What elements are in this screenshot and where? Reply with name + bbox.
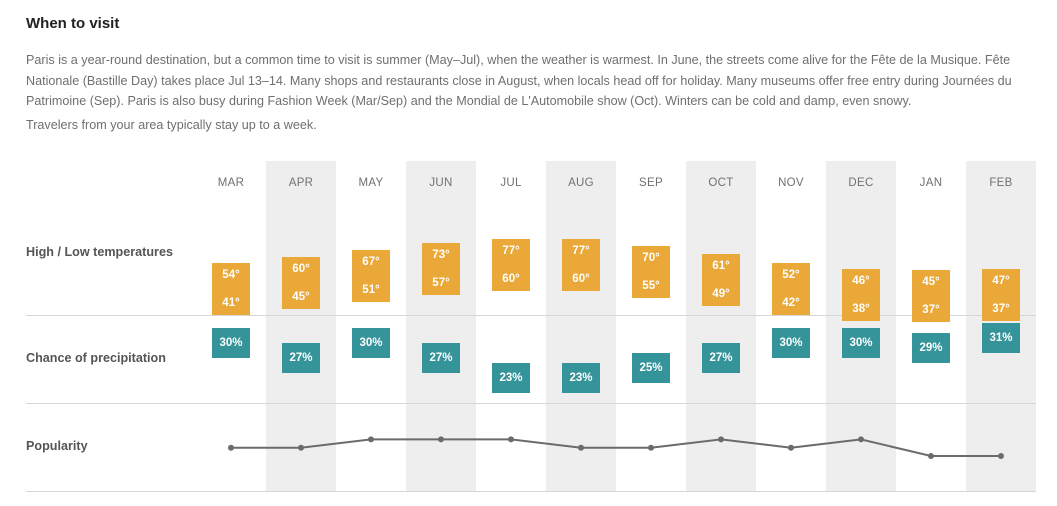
month-label: MAY: [358, 177, 384, 189]
low-temperature: 38°: [852, 303, 870, 315]
temperature-box: 61° 49°: [702, 254, 740, 306]
temperature-box: 77° 60°: [492, 239, 530, 291]
stay-note: Travelers from your area typically stay …: [26, 118, 317, 132]
shaded-column: [406, 161, 476, 491]
precipitation-box: 29%: [912, 333, 950, 363]
temperature-box: 70° 55°: [632, 246, 670, 298]
high-temperature: 61°: [712, 260, 730, 272]
high-temperature: 52°: [782, 269, 800, 281]
high-temperature: 47°: [992, 275, 1010, 287]
shaded-column: [826, 161, 896, 491]
low-temperature: 37°: [992, 303, 1010, 315]
month-label: DEC: [848, 177, 874, 189]
month-label: OCT: [708, 177, 734, 189]
precipitation-row-label: Chance of precipitation: [26, 351, 166, 365]
temperature-box: 46° 38°: [842, 269, 880, 321]
temperature-box: 67° 51°: [352, 250, 390, 302]
low-temperature: 49°: [712, 288, 730, 300]
month-label: APR: [288, 177, 314, 189]
section-description: Paris is a year-round destination, but a…: [26, 50, 1031, 112]
popularity-row-label: Popularity: [26, 439, 88, 453]
popularity-points: [228, 436, 1004, 459]
precipitation-box: 30%: [842, 328, 880, 358]
temperature-box: 77° 60°: [562, 239, 600, 291]
shaded-column: [546, 161, 616, 491]
high-temperature: 77°: [502, 245, 520, 257]
divider-popularity: [26, 491, 1036, 492]
shaded-column: [686, 161, 756, 491]
popularity-point: [858, 436, 864, 443]
high-temperature: 77°: [572, 245, 590, 257]
low-temperature: 60°: [572, 273, 590, 285]
low-temperature: 55°: [642, 280, 660, 292]
low-temperature: 41°: [222, 297, 240, 309]
high-temperature: 46°: [852, 275, 870, 287]
popularity-point: [438, 436, 444, 443]
low-temperature: 37°: [922, 304, 940, 316]
high-temperature: 67°: [362, 256, 380, 268]
low-temperature: 51°: [362, 284, 380, 296]
popularity-point: [228, 444, 234, 451]
precipitation-box: 25%: [632, 353, 670, 383]
popularity-point: [718, 436, 724, 443]
temperature-row-label: High / Low temperatures: [26, 245, 173, 259]
precipitation-box: 30%: [352, 328, 390, 358]
popularity-point: [298, 444, 304, 451]
popularity-point: [998, 453, 1004, 459]
temperature-box: 60° 45°: [282, 257, 320, 309]
precipitation-box: 27%: [282, 343, 320, 373]
low-temperature: 60°: [502, 273, 520, 285]
month-label: FEB: [989, 177, 1013, 189]
high-temperature: 60°: [292, 263, 310, 275]
popularity-point: [788, 444, 794, 451]
month-label: SEP: [639, 177, 663, 189]
month-label: JAN: [919, 177, 943, 189]
description-text: Paris is a year-round destination, but a…: [26, 53, 1012, 108]
high-temperature: 54°: [222, 269, 240, 281]
shaded-column: [266, 161, 336, 491]
month-label: AUG: [568, 177, 594, 189]
popularity-point: [368, 436, 374, 443]
popularity-line: [231, 438, 1001, 457]
high-temperature: 73°: [432, 249, 450, 261]
precipitation-box: 30%: [212, 328, 250, 358]
temperature-box: 73° 57°: [422, 243, 460, 295]
temperature-box: 54° 41°: [212, 263, 250, 315]
temperature-box: 52° 42°: [772, 263, 810, 315]
low-temperature: 45°: [292, 291, 310, 303]
month-label: JUL: [500, 177, 522, 189]
precipitation-box: 27%: [422, 343, 460, 373]
popularity-point: [508, 436, 514, 443]
precipitation-box: 30%: [772, 328, 810, 358]
temperature-box: 45° 37°: [912, 270, 950, 322]
section-title: When to visit: [26, 15, 120, 32]
popularity-point: [928, 453, 934, 459]
low-temperature: 42°: [782, 297, 800, 309]
high-temperature: 70°: [642, 252, 660, 264]
month-label: JUN: [429, 177, 453, 189]
low-temperature: 57°: [432, 277, 450, 289]
popularity-point: [578, 444, 584, 451]
precipitation-box: 31%: [982, 323, 1020, 353]
divider-temperature: [26, 315, 1036, 316]
month-label: NOV: [778, 177, 804, 189]
month-label: MAR: [217, 177, 245, 189]
temperature-box: 47° 37°: [982, 269, 1020, 321]
popularity-point: [648, 444, 654, 451]
precipitation-box: 23%: [562, 363, 600, 393]
precipitation-box: 23%: [492, 363, 530, 393]
precipitation-box: 27%: [702, 343, 740, 373]
divider-precipitation: [26, 403, 1036, 404]
high-temperature: 45°: [922, 276, 940, 288]
